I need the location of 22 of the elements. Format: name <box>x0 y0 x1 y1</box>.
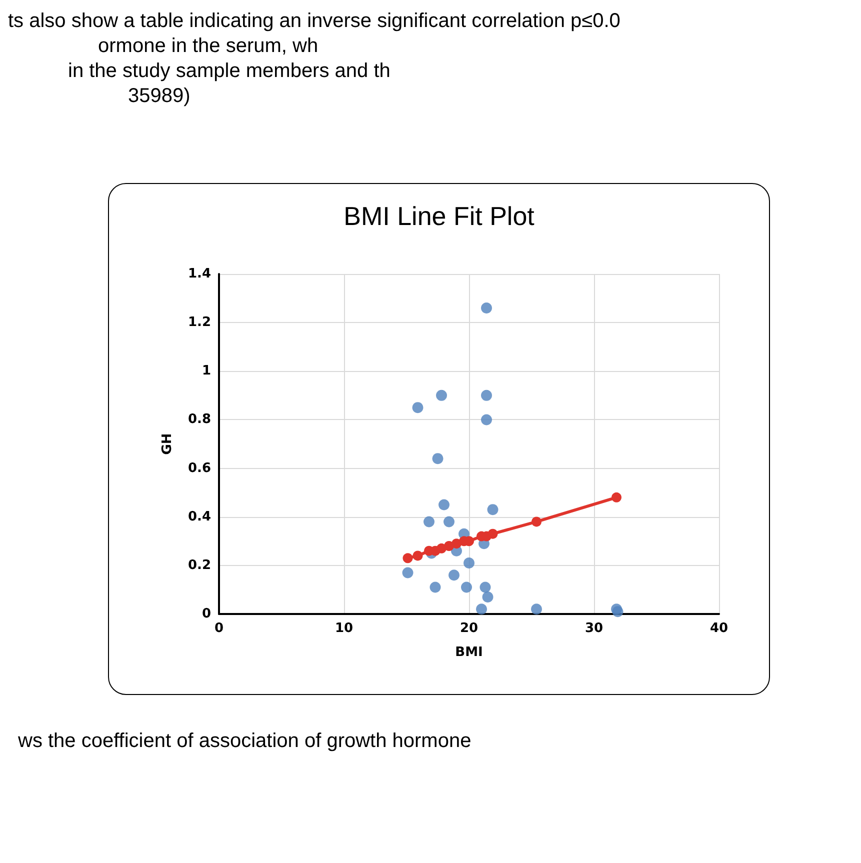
y-axis-title: GH <box>160 433 175 455</box>
text: ws the coefficient of association of growth hormone <box>18 730 472 753</box>
text: 35989) <box>128 85 192 108</box>
x-axis-title: BMI <box>455 645 483 660</box>
text: in the study sample members and th <box>68 60 392 83</box>
y-tick-label: 0.4 <box>188 509 211 524</box>
y-tick-label: 0.6 <box>188 460 211 476</box>
text: ts also show a table indicating an inverse significant correlation p≤0.0 <box>8 10 620 33</box>
x-tick-label: 40 <box>710 621 728 636</box>
y-tick-label: 0.8 <box>188 412 211 428</box>
text: ormone in the serum, wh <box>98 35 320 58</box>
y-tick-label: 1.4 <box>188 266 211 282</box>
x-tick-label: 20 <box>460 621 478 636</box>
y-tick-label: 1.2 <box>188 315 211 330</box>
chart-title: BMI Line Fit Plot <box>344 201 536 231</box>
x-tick-label: 0 <box>214 621 224 636</box>
chart-frame: GH BMI 0 0.2 0.4 0.6 0.8 1 1.2 1.4 0 10 20 30 40 BMI Line Fit Plot <box>108 183 770 695</box>
x-tick-label: 30 <box>584 621 604 636</box>
y-tick-label: 1 <box>202 364 211 379</box>
x-tick-label: 10 <box>334 621 354 636</box>
y-tick-label: 0.2 <box>188 558 211 573</box>
y-tick-label: 0 <box>202 606 211 622</box>
